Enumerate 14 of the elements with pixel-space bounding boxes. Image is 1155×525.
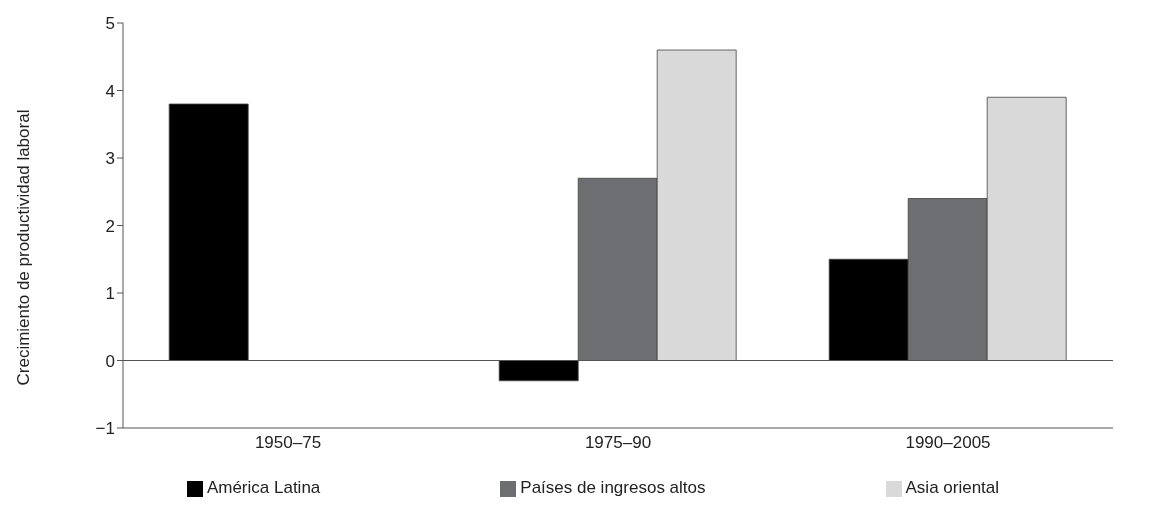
legend-label: Asia oriental: [905, 478, 1000, 497]
legend-label: Países de ingresos altos: [520, 478, 706, 497]
y-tick-label: 4: [105, 81, 115, 101]
x-tick-label: 1990–2005: [905, 433, 991, 453]
y-tick-label: 3: [105, 149, 115, 169]
y-tick-label: 1: [105, 284, 115, 304]
y-tick-label: −1: [95, 419, 115, 439]
y-tick-label: 5: [105, 14, 115, 34]
y-tick-label: 2: [105, 216, 115, 236]
x-tick-label: 1950–75: [254, 433, 322, 453]
y-axis-title: Crecimiento de productividad laboral: [14, 109, 34, 386]
legend-label: América Latina: [206, 478, 321, 497]
x-tick-label: 1975–90: [584, 433, 652, 453]
y-tick-label: 0: [105, 351, 115, 371]
